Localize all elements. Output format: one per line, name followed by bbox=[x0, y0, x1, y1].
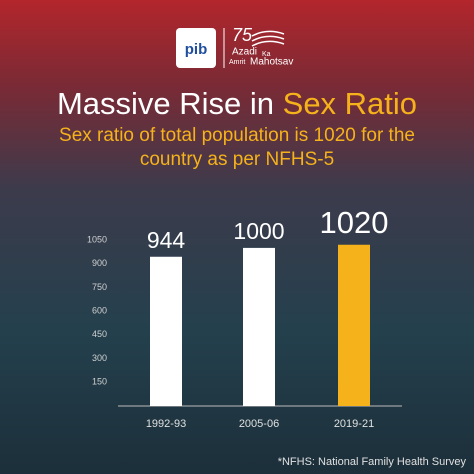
logo-word: Azadi bbox=[232, 47, 257, 58]
title-highlight: Sex Ratio bbox=[283, 86, 417, 121]
chart-subtitle: Sex ratio of total population is 1020 fo… bbox=[59, 125, 415, 170]
value-label: 1000 bbox=[233, 218, 284, 244]
footnote: *NFHS: National Family Health Survey bbox=[278, 456, 467, 468]
title-part: Massive Rise in bbox=[57, 86, 274, 121]
y-tick-label: 150 bbox=[92, 377, 107, 387]
y-tick-label: 450 bbox=[92, 329, 107, 339]
logo-word: Amrit bbox=[229, 59, 245, 66]
x-tick-label: 2019-21 bbox=[334, 418, 374, 430]
y-tick-label: 750 bbox=[92, 282, 107, 292]
x-tick-label: 2005-06 bbox=[239, 418, 279, 430]
y-tick-label: 600 bbox=[92, 306, 107, 316]
logo-word: Mahotsav bbox=[250, 57, 293, 68]
logo-word: Ka bbox=[262, 51, 271, 58]
x-tick-label: 1992-93 bbox=[146, 418, 186, 430]
chart-title: Massive Rise in Sex Ratio bbox=[57, 86, 417, 121]
pib-logo-box bbox=[176, 28, 216, 68]
y-tick-label: 900 bbox=[92, 258, 107, 268]
logo-flag bbox=[251, 30, 285, 47]
bar bbox=[338, 244, 370, 406]
pib-logo: pib bbox=[185, 41, 208, 58]
value-label: 1020 bbox=[320, 205, 389, 240]
y-tick-label: 1050 bbox=[87, 234, 107, 244]
bar bbox=[150, 256, 182, 406]
bar bbox=[243, 247, 275, 406]
y-tick-label: 300 bbox=[92, 353, 107, 363]
value-label: 944 bbox=[147, 227, 186, 253]
logo-number: 75 bbox=[232, 25, 253, 45]
